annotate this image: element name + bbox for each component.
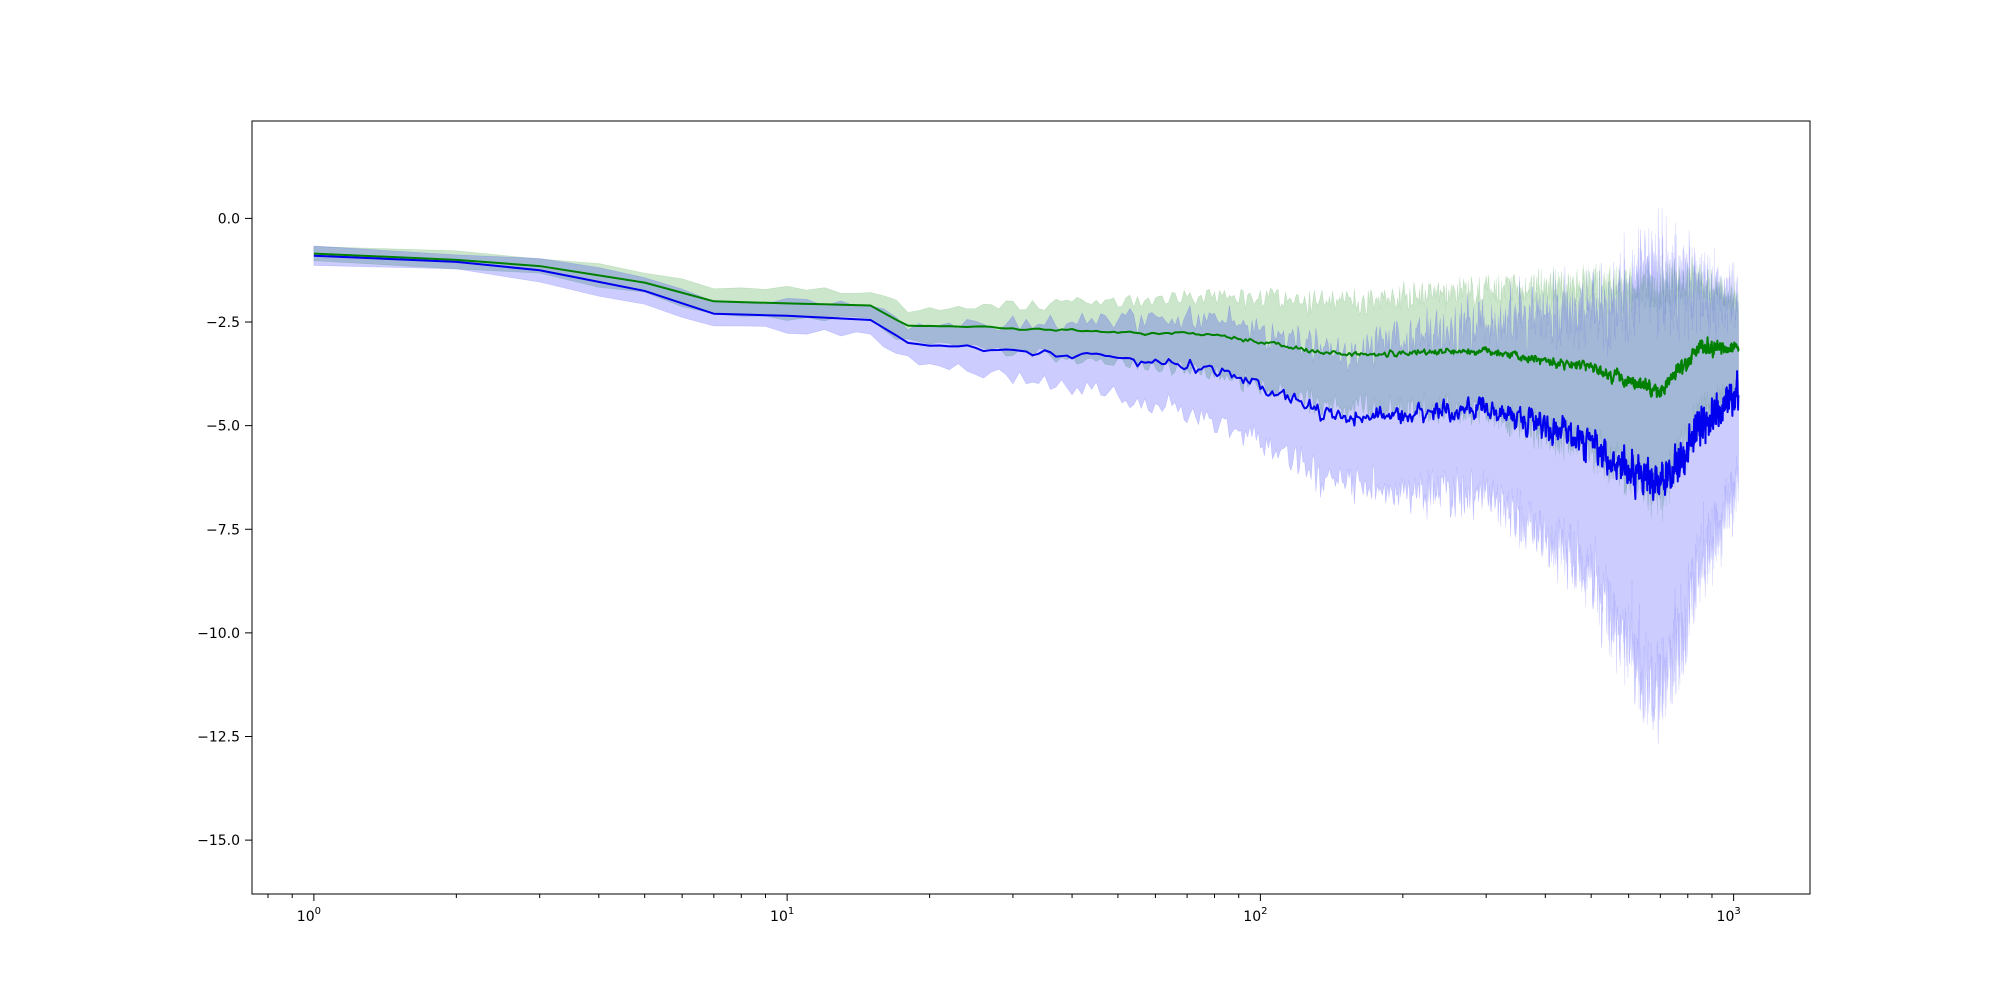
x-tick-label-exp: 3: [1734, 906, 1740, 917]
x-tick-label-exp: 1: [788, 906, 794, 917]
x-tick-label-exp: 2: [1261, 906, 1267, 917]
x-tick-label: 102: [1243, 906, 1267, 925]
series-2-line: [313, 254, 1740, 501]
y-tick-label: −5.0: [206, 419, 240, 435]
x-tick-label: 101: [770, 906, 794, 925]
series-2-band: [313, 207, 1739, 745]
axes-frame: [251, 120, 1811, 895]
plot-area: [313, 207, 1740, 745]
x-tick-label: 103: [1717, 906, 1741, 925]
y-tick-label: −7.5: [206, 522, 240, 538]
x-axis: 100 101 102 103: [267, 894, 1741, 925]
x-tick-label-base: 10: [770, 909, 788, 925]
x-tick-label-base: 10: [1717, 909, 1735, 925]
x-tick-label-exp: 0: [315, 906, 321, 917]
x-tick-label: 100: [297, 906, 321, 925]
x-tick-label-base: 10: [1243, 909, 1261, 925]
series-1-line: [313, 252, 1740, 398]
y-tick-label: −10.0: [197, 626, 240, 642]
y-axis: 0.0 −2.5 −5.0 −7.5 −10.0 −12.5 −15.0: [197, 211, 252, 849]
y-tick-label: −15.0: [197, 833, 240, 849]
y-tick-label: −12.5: [197, 729, 240, 745]
y-tick-label: 0.0: [218, 211, 240, 227]
y-tick-label: −2.5: [206, 315, 240, 331]
x-tick-label-base: 10: [297, 909, 315, 925]
